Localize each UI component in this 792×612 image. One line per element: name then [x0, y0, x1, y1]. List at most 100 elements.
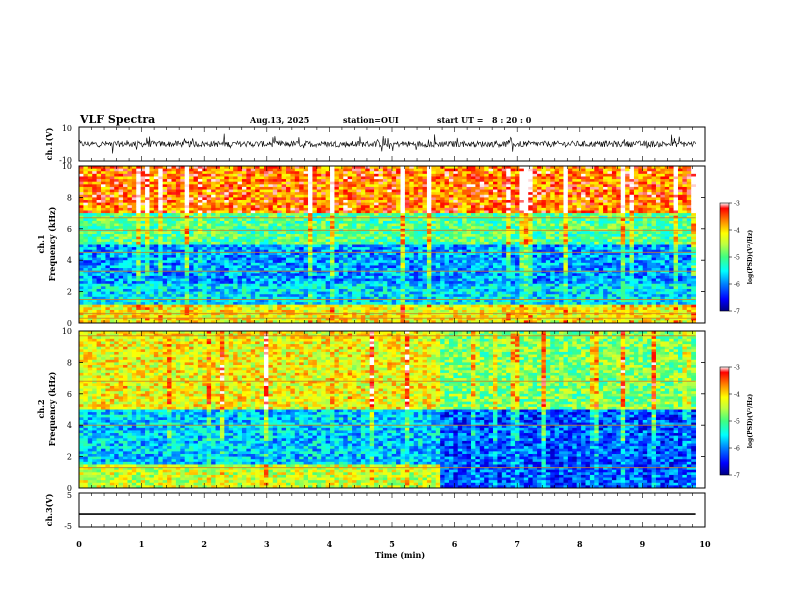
spectrogram-cell	[105, 275, 111, 279]
spectrogram-cell	[334, 304, 340, 308]
spectrogram-cell	[224, 197, 230, 201]
spectrogram-cell	[400, 210, 406, 214]
spectrogram-cell	[149, 200, 155, 204]
spectrogram-cell	[241, 247, 247, 251]
spectrogram-cell	[334, 194, 340, 198]
spectrogram-cell	[338, 275, 344, 279]
spectrogram-cell	[281, 231, 287, 235]
spectrogram-cell	[92, 273, 98, 277]
spectrogram-cell	[153, 218, 159, 222]
spectrogram-cell	[241, 270, 247, 274]
spectrogram-cell	[422, 244, 428, 248]
spectrogram-cell	[338, 265, 344, 269]
spectrogram-cell	[365, 273, 371, 277]
spectrogram-cell	[87, 205, 93, 209]
spectrogram-cell	[114, 254, 120, 258]
spectrogram-cell	[343, 257, 349, 261]
spectrogram-cell	[189, 213, 194, 217]
spectrogram-cell	[233, 197, 238, 201]
spectrogram-cell	[197, 181, 203, 185]
spectrogram-cell	[145, 270, 150, 274]
spectrogram-cell	[109, 231, 115, 235]
spectrogram-cell	[338, 179, 344, 183]
spectrogram-cell	[387, 315, 393, 319]
spectrogram-cell	[343, 317, 349, 321]
spectrogram-cell	[378, 288, 384, 292]
spectrogram-cell	[347, 205, 353, 209]
spectrogram-cell	[206, 197, 212, 201]
spectrogram-cell	[171, 189, 177, 193]
spectrogram-cell	[356, 247, 362, 251]
spectrogram-cell	[101, 244, 106, 248]
spectrogram-cell	[268, 294, 274, 298]
spectrogram-cell	[211, 241, 216, 245]
spectrogram-cell	[374, 320, 379, 324]
spectrogram-cell	[162, 194, 168, 198]
spectrogram-cell	[123, 194, 128, 198]
spectrogram-cell	[400, 320, 406, 324]
spectrogram-cell	[215, 294, 221, 298]
spectrogram-cell	[233, 281, 238, 285]
spectrogram-cell	[347, 166, 353, 170]
spectrogram-cell	[396, 179, 401, 183]
spectrogram-cell	[400, 189, 406, 193]
spectrogram-cell	[281, 186, 287, 190]
spectrogram-cell	[321, 309, 327, 313]
spectrogram-cell	[224, 226, 230, 230]
spectrogram-cell	[83, 320, 89, 324]
spectrogram-cell	[237, 273, 243, 277]
spectrogram-cell	[215, 241, 221, 245]
spectrogram-cell	[400, 173, 406, 177]
spectrogram-cell	[255, 294, 260, 298]
spectrogram-cell	[356, 173, 362, 177]
spectrogram-cell	[286, 200, 291, 204]
spectrogram-cell	[413, 315, 419, 319]
spectrogram-cell	[431, 186, 437, 190]
spectrogram-cell	[294, 309, 300, 313]
spectrogram-cell	[96, 213, 102, 217]
spectrogram-cell	[193, 315, 199, 319]
spectrogram-cell	[268, 207, 274, 211]
spectrogram-cell	[378, 186, 384, 190]
spectrogram-cell	[347, 173, 353, 177]
spectrogram-cell	[255, 173, 260, 177]
spectrogram-cell	[347, 265, 353, 269]
spectrogram-cell	[387, 262, 393, 266]
spectrogram-cell	[255, 213, 260, 217]
spectrogram-cell	[330, 223, 335, 227]
spectrogram-cell	[175, 257, 181, 261]
spectrogram-cell	[167, 294, 172, 298]
spectrogram-cell	[171, 181, 177, 185]
spectrogram-cell	[123, 315, 128, 319]
spectrogram-cell	[356, 315, 362, 319]
spectrogram-cell	[413, 205, 419, 209]
spectrogram-cell	[92, 200, 98, 204]
spectrogram-cell	[105, 241, 111, 245]
spectrogram-cell	[193, 192, 199, 196]
spectrogram-cell	[246, 249, 252, 253]
spectrogram-cell	[215, 315, 221, 319]
spectrogram-cell	[175, 265, 181, 269]
spectrogram-cell	[237, 220, 243, 224]
spectrogram-cell	[193, 168, 199, 172]
spectrogram-cell	[87, 213, 93, 217]
spectrogram-cell	[140, 294, 146, 298]
spectrogram-cell	[312, 176, 318, 180]
spectrogram-cell	[175, 273, 181, 277]
spectrogram-cell	[149, 184, 155, 188]
spectrogram-cell	[228, 179, 234, 183]
spectrogram-cell	[255, 286, 260, 290]
spectrogram-cell	[413, 283, 419, 287]
spectrogram-cell	[219, 239, 225, 243]
spectrogram-cell	[413, 176, 419, 180]
spectrogram-cell	[114, 171, 120, 175]
spectrogram-cell	[308, 202, 313, 206]
spectrogram-cell	[426, 247, 432, 251]
spectrogram-cell	[123, 307, 128, 311]
spectrogram-cell	[202, 273, 208, 277]
spectrogram-cell	[294, 281, 300, 285]
spectrogram-cell	[105, 291, 111, 295]
spectrogram-cell	[246, 194, 252, 198]
spectrogram-cell	[303, 252, 309, 256]
spectrogram-cell	[334, 288, 340, 292]
